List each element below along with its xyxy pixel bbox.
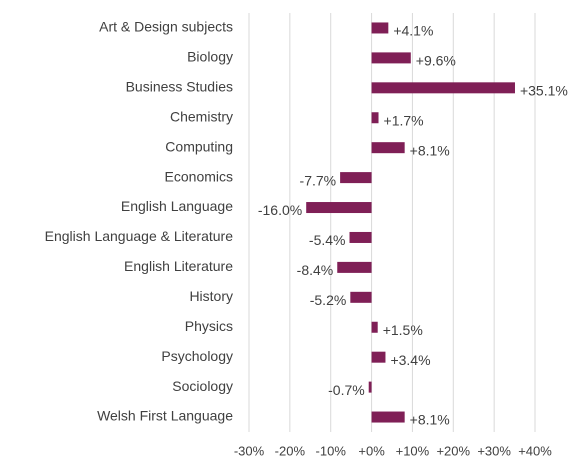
category-label: Biology bbox=[187, 49, 233, 65]
category-label: Physics bbox=[185, 318, 233, 334]
bar bbox=[349, 231, 372, 243]
value-label: -5.4% bbox=[309, 232, 346, 248]
bar bbox=[371, 351, 386, 363]
value-label: +1.5% bbox=[383, 322, 423, 338]
category-label: History bbox=[189, 288, 233, 304]
value-label: +1.7% bbox=[384, 112, 424, 128]
category-label: English Language bbox=[121, 198, 233, 214]
value-label: +8.1% bbox=[410, 142, 450, 158]
bar bbox=[371, 112, 379, 124]
bar bbox=[371, 142, 405, 154]
value-label: -16.0% bbox=[258, 202, 302, 218]
category-label: Art & Design subjects bbox=[99, 19, 233, 35]
x-tick-label: +0% bbox=[358, 443, 385, 457]
bar bbox=[306, 202, 372, 214]
value-label: +9.6% bbox=[416, 53, 456, 69]
value-label: +4.1% bbox=[393, 23, 433, 39]
value-label: -5.2% bbox=[310, 292, 347, 308]
bar bbox=[368, 381, 372, 393]
x-tick-label: -30% bbox=[234, 443, 265, 457]
category-label: Computing bbox=[165, 138, 233, 154]
x-tick-label: +40% bbox=[518, 443, 552, 457]
bar bbox=[371, 22, 389, 34]
bar bbox=[350, 291, 372, 303]
category-label: English Language & Literature bbox=[45, 228, 234, 244]
value-label: +35.1% bbox=[520, 83, 568, 99]
bar bbox=[371, 82, 515, 94]
value-label: -0.7% bbox=[328, 382, 365, 398]
category-label: Welsh First Language bbox=[97, 408, 233, 424]
x-tick-label: -10% bbox=[316, 443, 347, 457]
category-label: Psychology bbox=[161, 348, 233, 364]
value-label: -7.7% bbox=[300, 172, 337, 188]
bar bbox=[371, 321, 378, 333]
x-tick-label: +10% bbox=[396, 443, 430, 457]
x-tick-label: +20% bbox=[436, 443, 470, 457]
value-label: +8.1% bbox=[410, 412, 450, 428]
category-label: English Literature bbox=[124, 258, 233, 274]
x-tick-label: -20% bbox=[275, 443, 306, 457]
category-label: Chemistry bbox=[170, 108, 233, 124]
x-tick-label: +30% bbox=[477, 443, 511, 457]
bar bbox=[371, 411, 405, 423]
bar bbox=[337, 261, 372, 273]
category-label: Business Studies bbox=[126, 79, 233, 95]
bar bbox=[340, 172, 372, 184]
value-label: +3.4% bbox=[390, 352, 430, 368]
category-label: Sociology bbox=[172, 378, 233, 394]
category-label: Economics bbox=[165, 168, 233, 184]
value-label: -8.4% bbox=[297, 262, 334, 278]
bar bbox=[371, 52, 411, 64]
